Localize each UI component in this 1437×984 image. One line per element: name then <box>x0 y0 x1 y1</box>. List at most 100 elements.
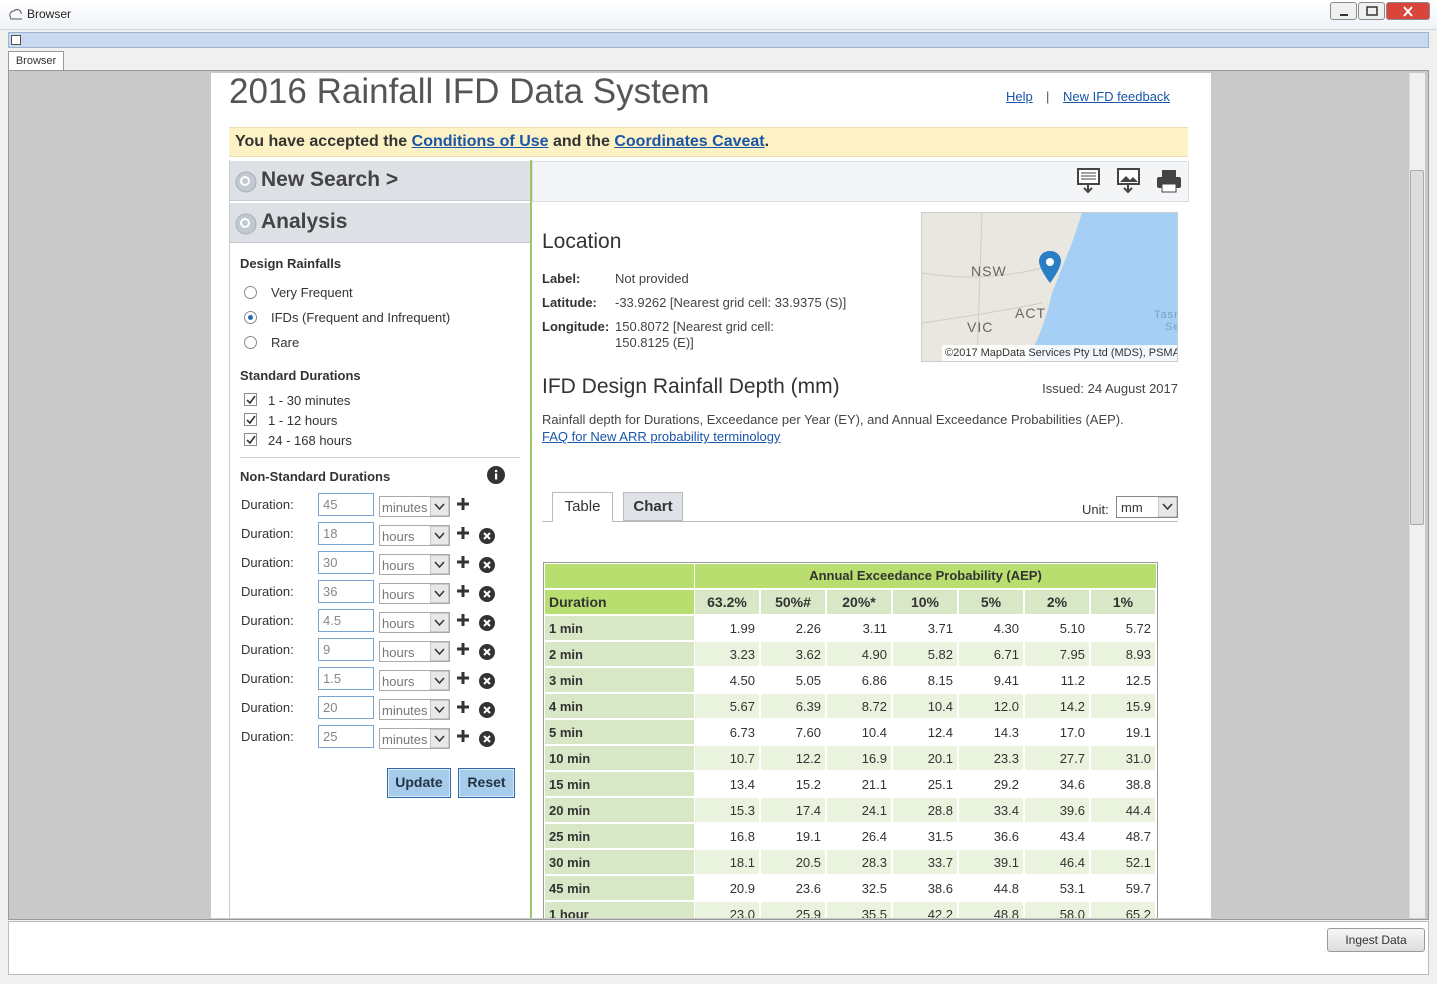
tab[interactable]: Table <box>552 492 613 522</box>
add-button[interactable] <box>456 584 470 598</box>
radio-label[interactable]: IFDs (Frequent and Infrequent) <box>271 310 450 325</box>
unit-select[interactable]: hours <box>379 641 450 662</box>
duration-input[interactable]: 9 <box>318 638 374 661</box>
table-cell: 7.95 <box>1025 642 1089 666</box>
table-cell: 39.1 <box>959 850 1023 874</box>
update-button[interactable]: Update <box>387 768 451 798</box>
remove-button[interactable] <box>479 644 495 660</box>
remove-button[interactable] <box>479 731 495 747</box>
table-cell: 3.11 <box>827 616 891 640</box>
add-button[interactable] <box>456 700 470 714</box>
tab-line <box>542 521 1178 522</box>
row-header: 25 min <box>545 824 694 848</box>
export-csv[interactable] <box>1076 168 1102 194</box>
radio[interactable] <box>244 311 257 324</box>
table-cell: 39.6 <box>1025 798 1089 822</box>
ingest-data-button[interactable]: Ingest Data <box>1327 928 1425 952</box>
table-cell: 31.5 <box>893 824 957 848</box>
unit-select[interactable]: mm <box>1116 496 1178 518</box>
duration-input[interactable]: 20 <box>318 696 374 719</box>
table-cell: 5.82 <box>893 642 957 666</box>
remove-button[interactable] <box>479 528 495 544</box>
radio[interactable] <box>244 336 257 349</box>
duration-input[interactable]: 1.5 <box>318 667 374 690</box>
scroll-thumb[interactable] <box>1410 170 1424 525</box>
viewport: 2016 Rainfall IFD Data SystemHelp|New IF… <box>9 73 1409 918</box>
remove-button[interactable] <box>479 586 495 602</box>
duration-label: Duration: <box>241 497 294 512</box>
remove-button[interactable] <box>479 557 495 573</box>
select-arrow <box>430 526 449 545</box>
column-header: 10% <box>893 590 957 614</box>
faq-link[interactable]: FAQ for New ARR probability terminology <box>542 429 780 444</box>
duration-input[interactable]: 36 <box>318 580 374 603</box>
add-button[interactable] <box>456 729 470 743</box>
table-cell: 14.3 <box>959 720 1023 744</box>
unit-select[interactable]: minutes <box>379 699 450 720</box>
notice-link[interactable]: Coordinates Caveat <box>614 133 764 150</box>
unit-select[interactable]: minutes <box>379 496 450 517</box>
title-bar <box>0 0 1437 30</box>
unit-select[interactable]: hours <box>379 612 450 633</box>
table-cell: 65.2 <box>1091 902 1155 918</box>
export-image[interactable] <box>1116 168 1142 194</box>
add-button[interactable] <box>456 555 470 569</box>
table-cell: 28.3 <box>827 850 891 874</box>
window-control[interactable] <box>1358 2 1385 20</box>
checkbox[interactable] <box>244 393 257 406</box>
collapse-button[interactable] <box>11 35 21 45</box>
check-mark <box>245 414 256 425</box>
radio[interactable] <box>244 286 257 299</box>
checkbox-label[interactable]: 1 - 30 minutes <box>268 393 350 408</box>
unit-select[interactable]: hours <box>379 525 450 546</box>
radio-label[interactable]: Rare <box>271 335 299 350</box>
add-button[interactable] <box>456 671 470 685</box>
row-header: 1 hour <box>545 902 694 918</box>
unit-select[interactable]: hours <box>379 583 450 604</box>
remove-button[interactable] <box>479 673 495 689</box>
checkbox-label[interactable]: 1 - 12 hours <box>268 413 337 428</box>
reset-button[interactable]: Reset <box>458 768 515 798</box>
field-value: Not provided <box>615 271 915 287</box>
print[interactable] <box>1156 168 1182 194</box>
add-button[interactable] <box>456 526 470 540</box>
window-tab[interactable]: Browser <box>8 51 64 71</box>
map[interactable]: NSWACTVICTasmSe©2017 MapData Services Pt… <box>921 212 1178 362</box>
duration-input[interactable]: 25 <box>318 725 374 748</box>
table-cell: 6.86 <box>827 668 891 692</box>
notice-link[interactable]: Conditions of Use <box>412 133 549 150</box>
table-cell: 6.71 <box>959 642 1023 666</box>
checkbox-label[interactable]: 24 - 168 hours <box>268 433 352 448</box>
info-icon[interactable] <box>487 466 505 484</box>
sidebar-header[interactable]: Analysis <box>230 203 530 243</box>
table-cell: 12.4 <box>893 720 957 744</box>
add-button[interactable] <box>456 613 470 627</box>
sidebar-header[interactable]: New Search > <box>230 161 530 201</box>
duration-input[interactable]: 30 <box>318 551 374 574</box>
add-button[interactable] <box>456 497 470 511</box>
select-value: hours <box>382 587 415 602</box>
checkbox[interactable] <box>244 433 257 446</box>
field-label: Latitude: <box>542 295 597 310</box>
unit-select[interactable]: minutes <box>379 728 450 749</box>
window-control[interactable] <box>1330 2 1357 20</box>
feedback-link[interactable]: New IFD feedback <box>1063 89 1170 104</box>
window-title: Browser <box>27 7 71 21</box>
duration-label: Duration: <box>241 613 294 628</box>
unit-select[interactable]: hours <box>379 554 450 575</box>
duration-input[interactable]: 45 <box>318 493 374 516</box>
tab[interactable]: Chart <box>623 492 683 521</box>
add-button[interactable] <box>456 642 470 656</box>
help-link[interactable]: Help <box>1006 89 1033 104</box>
duration-input[interactable]: 18 <box>318 522 374 545</box>
unit-select[interactable]: hours <box>379 670 450 691</box>
radio-label[interactable]: Very Frequent <box>271 285 353 300</box>
duration-label: Duration: <box>241 700 294 715</box>
section-heading: IFD Design Rainfall Depth (mm) <box>542 375 840 399</box>
remove-button[interactable] <box>479 702 495 718</box>
duration-input[interactable]: 4.5 <box>318 609 374 632</box>
window-control[interactable] <box>1386 2 1430 20</box>
remove-button[interactable] <box>479 615 495 631</box>
checkbox[interactable] <box>244 413 257 426</box>
